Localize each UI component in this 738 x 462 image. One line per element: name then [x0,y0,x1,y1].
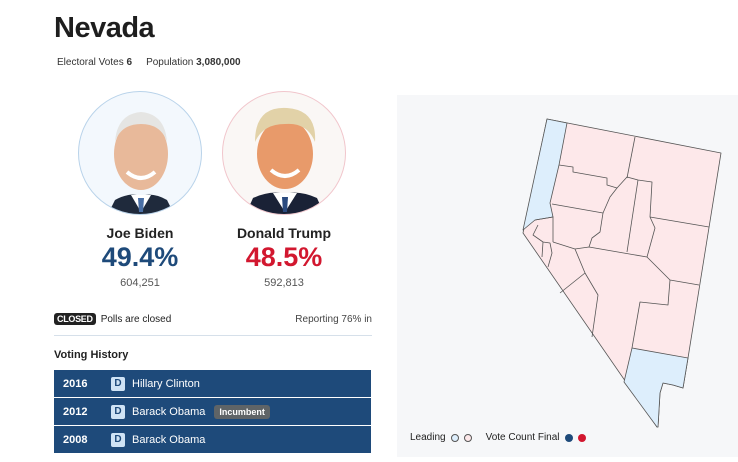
voting-history-table: 2016 D Hillary Clinton 2012 D Barack Oba… [54,370,371,454]
party-badge: D [111,376,125,391]
state-meta: Electoral Votes 6 Population 3,080,000 [57,57,241,68]
divider [54,335,372,336]
electoral-votes: Electoral Votes 6 [57,57,133,68]
candidate-name: Donald Trump [236,225,332,241]
county-washoe[interactable] [522,118,568,231]
history-row: 2012 D Barack Obama Incumbent [54,398,371,426]
dem-final-dot-icon [564,433,573,442]
history-year: 2012 [63,405,88,418]
reporting-text: Reporting 76% in [295,313,372,325]
voting-history-title: Voting History [54,349,129,361]
party-badge: D [111,432,125,447]
dem-leading-dot-icon [450,433,459,442]
history-year: 2016 [63,377,88,390]
history-winner: Barack Obama [132,405,206,418]
candidate-name: Joe Biden [106,225,174,241]
candidate-trump: Donald Trump 48.5% 592,813 [214,91,354,289]
legend-final: Vote Count Final [485,432,560,443]
trump-photo [222,91,346,215]
poll-status: CLOSED Polls are closed Reporting 76% in [54,313,372,325]
county-borders [532,136,710,349]
party-badge: D [111,404,125,419]
history-winner: Hillary Clinton [132,377,200,390]
history-winner: Barack Obama [132,433,206,446]
biden-photo [78,91,202,215]
candidate-votes: 604,251 [120,277,160,289]
state-title: Nevada [54,12,155,44]
rep-final-dot-icon [577,433,586,442]
map-legend: Leading Vote Count Final [410,432,586,443]
poll-status-text: Polls are closed [100,313,172,325]
rep-leading-dot-icon [463,433,472,442]
legend-leading: Leading [410,432,446,443]
incumbent-badge: Incumbent [214,404,270,419]
history-row: 2016 D Hillary Clinton [54,370,371,398]
closed-badge: CLOSED [54,313,96,325]
candidate-votes: 592,813 [264,277,304,289]
history-row: 2008 D Barack Obama [54,426,371,454]
candidate-biden: Joe Biden 49.4% 604,251 [70,91,210,289]
candidate-percent: 49.4% [101,242,179,272]
population: Population 3,080,000 [146,57,241,68]
county-clark[interactable] [623,347,689,428]
candidate-percent: 48.5% [245,242,323,272]
history-year: 2008 [63,433,88,446]
